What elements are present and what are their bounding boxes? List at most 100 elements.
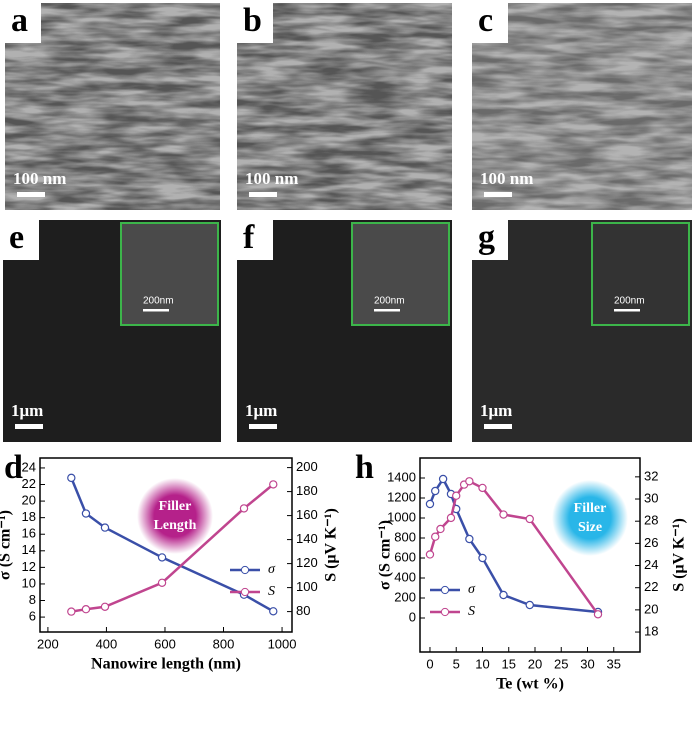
- y-tick-label: 14: [22, 542, 36, 557]
- y2-tick-label: 28: [644, 513, 658, 528]
- annotation-bubble: [552, 480, 628, 556]
- y2-tick-label: 22: [644, 579, 658, 594]
- y2-tick-label: 160: [296, 507, 318, 522]
- scale-bar: [249, 424, 277, 429]
- data-point: [100, 602, 110, 612]
- data-point: [452, 491, 461, 500]
- data-point: [438, 474, 448, 484]
- y2-tick-label: 18: [644, 623, 658, 638]
- data-point: [525, 600, 534, 610]
- data-point: [269, 607, 278, 616]
- annotation: Filler: [574, 501, 607, 516]
- scale-bar: [15, 424, 43, 429]
- y-tick-label: 200: [394, 589, 416, 604]
- panel-label: b: [243, 2, 262, 39]
- annotation-bubble: [137, 478, 213, 554]
- inset: [120, 222, 219, 326]
- data-point: [67, 607, 76, 616]
- scale-label: 100 nm: [13, 169, 66, 188]
- plot-frame: [39, 457, 293, 633]
- inset-scale-bar: [374, 309, 400, 312]
- micrograph: c 100 nm: [472, 2, 692, 210]
- annotation: Filler: [159, 499, 192, 514]
- data-point: [431, 486, 440, 496]
- y2-tick-label: 180: [296, 483, 318, 498]
- legend-marker: [240, 587, 250, 597]
- scale-bar: [249, 192, 277, 197]
- data-point: [239, 504, 249, 513]
- data-point: [465, 534, 474, 544]
- series-line: [70, 477, 274, 613]
- inset-scale-label: 200nm: [374, 296, 405, 307]
- y-tick-label: 22: [22, 476, 36, 491]
- panel-label: h: [355, 449, 374, 486]
- x-tick-label: 15: [502, 656, 516, 671]
- legend-label: σ: [268, 562, 276, 577]
- micrograph: 200nm e 1μm: [3, 219, 221, 442]
- y-tick-label: 16: [22, 526, 36, 541]
- data-point: [525, 514, 534, 524]
- data-point: [499, 590, 508, 600]
- y-axis-label: σ (S cm⁻¹): [377, 520, 394, 590]
- inset-scale-bar: [143, 309, 169, 312]
- y-tick-label: 1400: [387, 469, 416, 484]
- inset: [351, 222, 450, 326]
- x-axis-label: Nanowire length (nm): [91, 656, 241, 673]
- x-tick-label: 10: [475, 656, 489, 671]
- y2-tick-label: 200: [296, 459, 318, 474]
- y-tick-label: 20: [22, 493, 36, 508]
- label-bg: [237, 3, 273, 43]
- y2-tick-label: 24: [644, 557, 658, 572]
- y2-tick-label: 32: [644, 468, 658, 483]
- x-tick-label: 5: [453, 656, 460, 671]
- scale-bar: [17, 192, 45, 197]
- legend-marker: [240, 565, 250, 575]
- legend-marker: [440, 585, 450, 595]
- y2-tick-label: 26: [644, 535, 658, 550]
- y-tick-label: 400: [394, 569, 416, 584]
- data-point: [593, 610, 603, 619]
- micrograph: b 100 nm: [237, 2, 452, 210]
- y2-tick-label: 120: [296, 555, 318, 570]
- plot-frame: [419, 457, 641, 653]
- scale-bar: [484, 424, 512, 429]
- label-bg: [472, 220, 508, 260]
- annotation: Size: [578, 520, 602, 535]
- label-bg: [472, 3, 508, 43]
- y2-tick-label: 20: [644, 601, 658, 616]
- data-point: [81, 605, 91, 614]
- x-tick-label: 25: [554, 656, 568, 671]
- y-tick-label: 800: [394, 529, 416, 544]
- legend-label: S: [268, 584, 275, 599]
- y-tick-label: 8: [29, 592, 36, 607]
- inset-scale-bar: [614, 309, 640, 312]
- image-texture: [472, 3, 692, 210]
- x-tick-label: 35: [607, 656, 621, 671]
- panel-label: a: [11, 2, 28, 39]
- scale-label: 1μm: [245, 401, 277, 420]
- legend-label: S: [468, 604, 475, 619]
- x-axis-label: Te (wt %): [496, 676, 564, 693]
- series-line: [428, 476, 599, 614]
- y-tick-label: 24: [22, 459, 36, 474]
- panel-label: g: [478, 219, 495, 256]
- x-tick-label: 30: [580, 656, 594, 671]
- x-tick-label: 400: [96, 636, 118, 651]
- y2-axis-label: S (μV K⁻¹): [323, 508, 340, 582]
- legend-label: σ: [468, 582, 476, 597]
- scale-bar: [484, 192, 512, 197]
- y2-axis-label: S (μV K⁻¹): [671, 518, 688, 592]
- y-tick-label: 10: [22, 575, 36, 590]
- inset-scale-label: 200nm: [614, 296, 645, 307]
- y-tick-label: 12: [22, 559, 36, 574]
- data-point: [465, 477, 474, 486]
- y2-tick-label: 140: [296, 531, 318, 546]
- legend-marker: [440, 607, 450, 617]
- data-point: [446, 513, 456, 523]
- y2-tick-label: 30: [644, 490, 658, 505]
- data-point: [436, 524, 445, 534]
- y-tick-label: 6: [29, 609, 36, 624]
- y-tick-label: 600: [394, 549, 416, 564]
